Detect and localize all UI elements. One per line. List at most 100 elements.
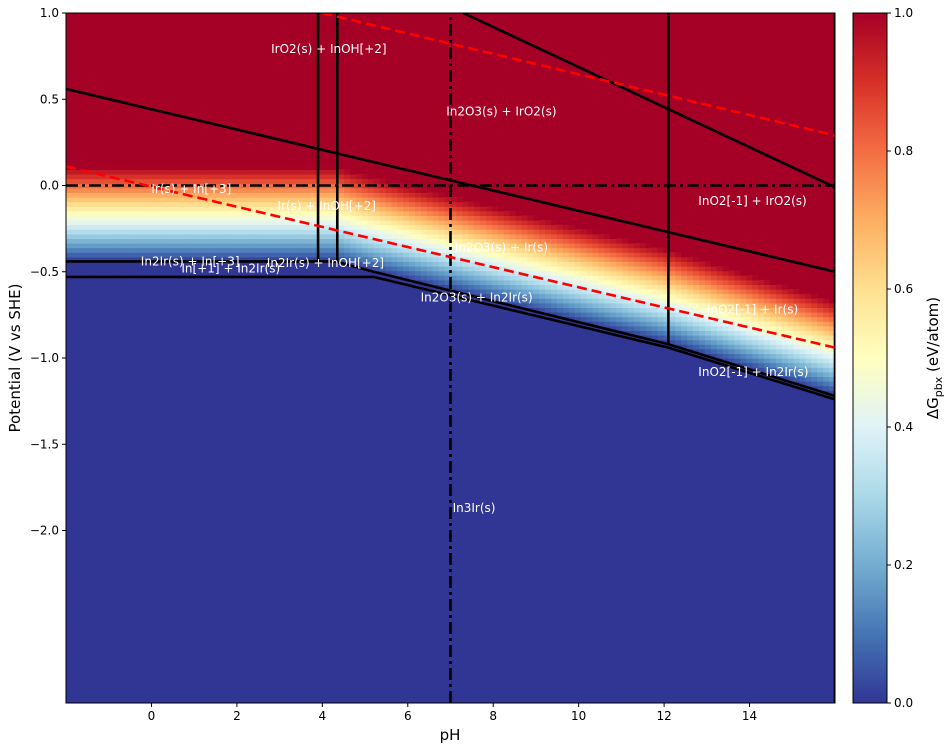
heat-cell xyxy=(83,532,91,538)
heat-cell xyxy=(219,537,227,543)
heat-cell xyxy=(261,468,268,474)
heat-cell xyxy=(255,325,262,331)
heat-cell xyxy=(314,390,321,396)
heat-cell xyxy=(278,215,286,221)
heat-cell xyxy=(71,187,79,193)
heat-cell xyxy=(66,606,73,612)
heat-cell xyxy=(249,413,256,419)
heat-cell xyxy=(213,661,221,667)
heat-cell xyxy=(314,440,321,446)
heat-cell xyxy=(83,666,91,672)
heat-cell xyxy=(290,385,298,391)
heat-cell xyxy=(202,523,209,529)
heat-cell xyxy=(255,643,262,649)
heat-cell xyxy=(308,224,316,230)
heat-cell xyxy=(136,606,144,612)
heat-cell xyxy=(231,284,239,290)
heat-cell xyxy=(125,454,132,460)
heat-cell xyxy=(261,321,268,327)
heat-cell xyxy=(172,307,179,313)
heat-cell xyxy=(296,344,304,350)
heat-cell xyxy=(160,247,168,253)
heat-cell xyxy=(296,298,304,304)
heat-cell xyxy=(296,178,304,184)
heat-cell xyxy=(83,358,91,364)
heat-cell xyxy=(284,680,292,686)
heat-cell xyxy=(101,307,109,313)
heat-cell xyxy=(131,381,138,387)
heat-cell xyxy=(113,440,120,446)
heat-cell xyxy=(249,477,256,483)
heat-cell xyxy=(207,588,215,594)
heat-cell xyxy=(213,491,221,497)
heat-cell xyxy=(243,302,250,308)
heat-cell xyxy=(148,431,156,437)
heat-cell xyxy=(190,583,197,589)
heat-cell xyxy=(136,698,144,703)
heat-cell xyxy=(172,482,179,488)
heat-cell xyxy=(172,606,179,612)
heat-cell xyxy=(119,233,126,239)
heat-cell xyxy=(231,229,239,235)
heat-cell xyxy=(296,192,304,198)
heat-cell xyxy=(196,684,203,690)
heat-cell xyxy=(273,684,280,690)
heat-cell xyxy=(125,187,132,193)
heat-cell xyxy=(290,565,298,571)
heat-cell xyxy=(101,422,109,428)
heat-cell xyxy=(119,624,126,630)
heat-cell xyxy=(119,592,126,598)
heat-cell xyxy=(284,482,292,488)
heat-cell xyxy=(207,611,215,617)
heat-cell xyxy=(213,229,221,235)
heat-cell xyxy=(113,652,120,658)
heat-cell xyxy=(225,376,233,382)
heat-cell xyxy=(89,634,97,640)
heat-cell xyxy=(190,436,197,442)
heat-cell xyxy=(202,243,209,249)
heat-cell xyxy=(213,201,221,207)
heat-cell xyxy=(219,496,227,502)
heat-cell xyxy=(296,657,304,663)
heat-cell xyxy=(196,565,203,571)
heat-cell xyxy=(148,620,156,626)
heat-cell xyxy=(184,450,191,456)
heat-cell xyxy=(243,316,250,322)
heat-cell xyxy=(190,330,197,336)
heat-cell xyxy=(101,183,109,189)
heat-cell xyxy=(107,279,114,285)
heat-cell xyxy=(249,509,256,515)
heat-cell xyxy=(113,578,120,584)
heat-cell xyxy=(119,243,126,249)
heat-cell xyxy=(296,399,304,405)
heat-cell xyxy=(278,537,286,543)
heat-cell xyxy=(231,187,239,193)
heat-cell xyxy=(237,620,245,626)
heat-cell xyxy=(225,289,233,295)
heat-cell xyxy=(219,482,227,488)
heat-cell xyxy=(219,390,227,396)
heat-cell xyxy=(290,450,298,456)
heat-cell xyxy=(71,675,79,681)
heat-cell xyxy=(296,684,304,690)
heat-cell xyxy=(196,298,203,304)
heat-cell xyxy=(119,578,126,584)
heat-cell xyxy=(273,454,280,460)
heat-cell xyxy=(83,468,91,474)
heat-cell xyxy=(249,316,256,322)
heat-cell xyxy=(308,588,316,594)
heat-cell xyxy=(83,569,91,575)
heat-cell xyxy=(261,661,268,667)
heat-cell xyxy=(219,523,227,529)
heat-cell xyxy=(314,643,321,649)
heat-cell xyxy=(249,597,256,603)
heat-cell xyxy=(172,243,179,249)
heat-cell xyxy=(213,417,221,423)
heat-cell xyxy=(261,652,268,658)
heat-cell xyxy=(178,187,185,193)
heat-cell xyxy=(66,647,73,653)
heat-cell xyxy=(166,261,174,267)
heat-cell xyxy=(196,279,203,285)
heat-cell xyxy=(243,312,250,318)
heat-cell xyxy=(237,201,245,207)
